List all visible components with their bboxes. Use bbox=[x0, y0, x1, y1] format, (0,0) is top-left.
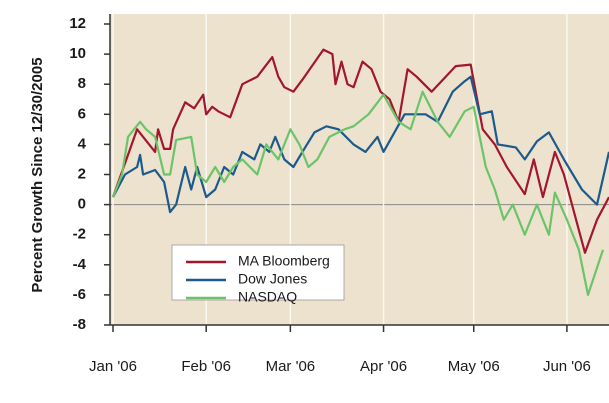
x-tick-label: May '06 bbox=[448, 358, 500, 375]
legend-label: MA Bloomberg bbox=[238, 253, 330, 269]
series-line bbox=[111, 90, 605, 296]
y-tick-label: 0 bbox=[78, 196, 86, 213]
y-tick-label: -4 bbox=[73, 256, 87, 273]
y-tick-label: 8 bbox=[78, 75, 86, 92]
y-tick-label: 10 bbox=[69, 45, 86, 62]
legend-label: Dow Jones bbox=[238, 271, 307, 287]
x-tick-label: Jan '06 bbox=[89, 358, 137, 375]
y-tick-label: 2 bbox=[78, 165, 86, 182]
y-tick-label: -8 bbox=[73, 316, 86, 333]
y-tick-label: 12 bbox=[69, 15, 86, 32]
series-line bbox=[112, 75, 609, 214]
x-tick-label: Feb '06 bbox=[181, 358, 231, 375]
y-tick-label: 4 bbox=[78, 135, 87, 152]
legend-label: NASDAQ bbox=[238, 289, 297, 305]
legend-box bbox=[171, 244, 345, 301]
x-tick-label: Mar '06 bbox=[266, 358, 316, 375]
y-tick-label: -6 bbox=[73, 286, 86, 303]
x-tick-label: Apr '06 bbox=[360, 358, 407, 375]
y-axis-label: Percent Growth Since 12/30/2005 bbox=[29, 57, 46, 292]
y-tick-label: 6 bbox=[78, 105, 86, 122]
series-line bbox=[111, 48, 609, 254]
y-tick-label: -2 bbox=[73, 226, 86, 243]
x-tick-label: Jun '06 bbox=[543, 358, 591, 375]
